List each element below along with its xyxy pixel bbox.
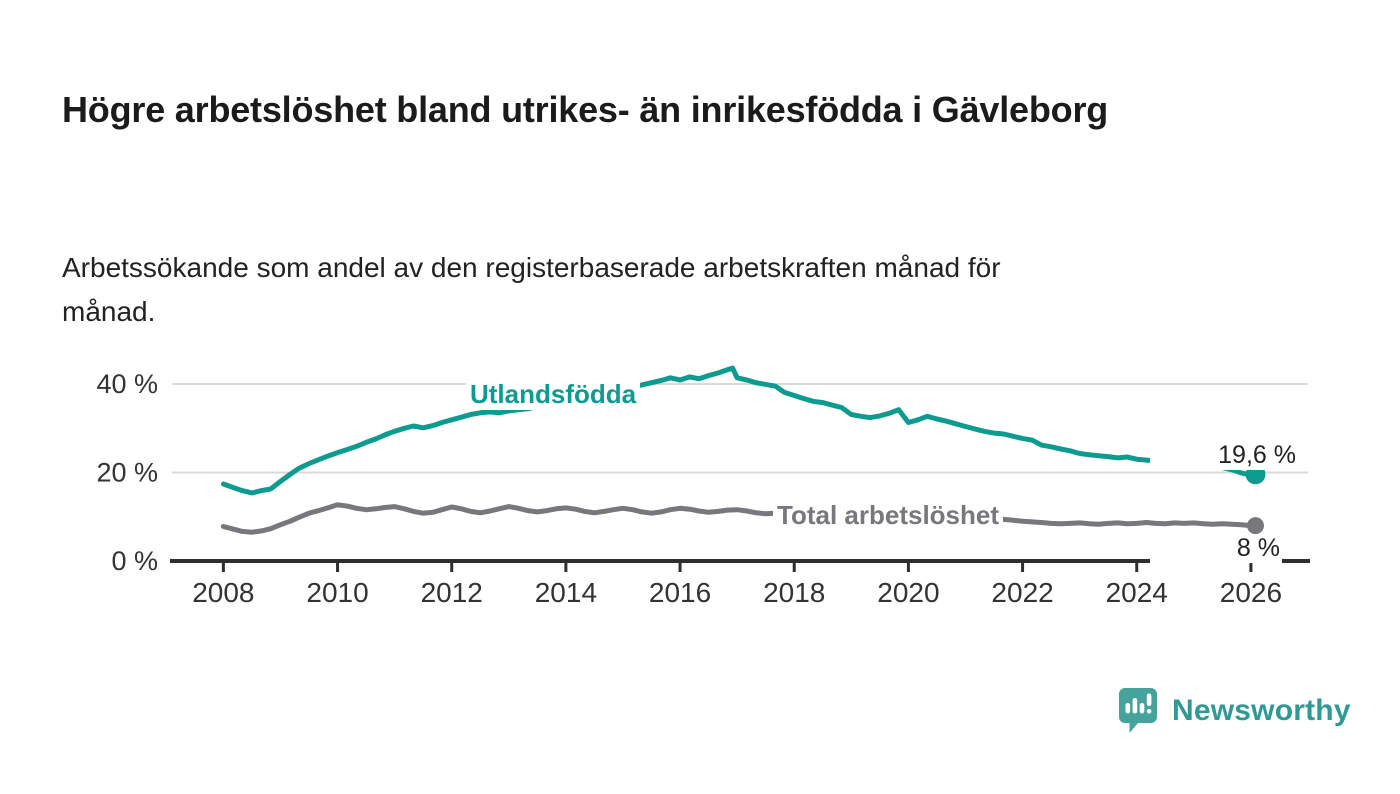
logo-bar-2	[1132, 698, 1138, 714]
x-tick-label: 2010	[306, 577, 368, 608]
logo-exclamation-dot	[1146, 709, 1152, 714]
newsworthy-logo: Newsworthy	[1116, 686, 1351, 736]
series-end-dot-total	[1246, 517, 1264, 535]
page-title: Högre arbetslöshet bland utrikes- än inr…	[62, 89, 1109, 131]
x-tick-label: 2014	[535, 577, 597, 608]
chart-subtitle: Arbetssökande som andel av den registerb…	[62, 252, 1001, 327]
x-tick-label: 2020	[877, 577, 939, 608]
newsworthy-logo-icon	[1119, 688, 1157, 733]
end-value-label-utlandsfodda: 19,6 %	[1150, 441, 1298, 470]
x-tick-label: 2008	[192, 577, 254, 608]
series-line-total	[220, 502, 1258, 535]
newsworthy-logo-text: Newsworthy	[1172, 694, 1351, 727]
x-tick-label: 2024	[1106, 577, 1168, 608]
logo-bar-1	[1125, 703, 1131, 714]
logo-exclamation-bar	[1146, 693, 1152, 706]
y-tick-label: 20 %	[96, 458, 158, 488]
end-value-label-total: 8 %	[1150, 534, 1282, 563]
x-tick-label: 2026	[1220, 577, 1282, 608]
x-tick-label: 2018	[763, 577, 825, 608]
x-tick-label: 2016	[649, 577, 711, 608]
y-tick-label: 0 %	[111, 546, 158, 576]
x-tick-label: 2022	[991, 577, 1053, 608]
logo-bubble-shape	[1119, 688, 1157, 733]
x-tick-label: 2012	[421, 577, 483, 608]
logo-bar-3	[1139, 703, 1145, 714]
series-label-utlandsfodda: Utlandsfödda	[466, 379, 641, 410]
series-label-total-arbetsloshet: Total arbetslöshet	[773, 500, 1004, 531]
series-line-utlandsfodda	[220, 365, 1258, 496]
y-tick-label: 40 %	[96, 369, 158, 399]
